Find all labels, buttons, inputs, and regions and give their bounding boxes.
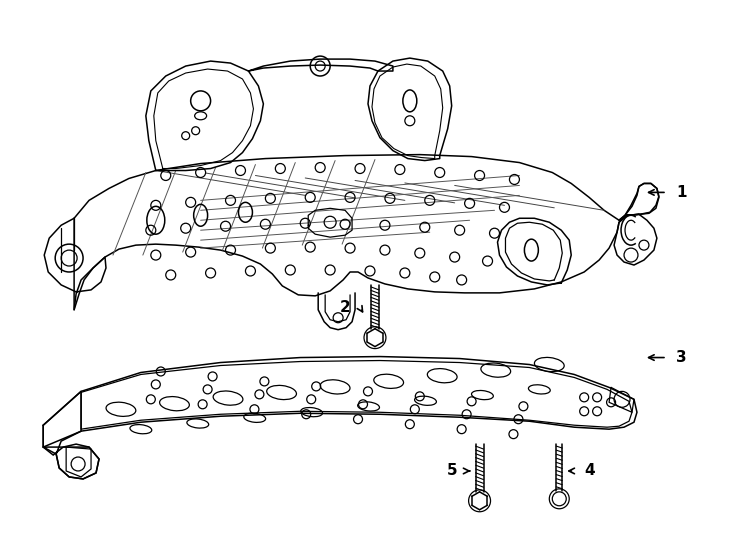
Text: 4: 4 xyxy=(584,463,595,478)
Text: 2: 2 xyxy=(340,300,350,315)
Text: 3: 3 xyxy=(677,350,687,365)
Text: 1: 1 xyxy=(677,185,687,200)
Text: 5: 5 xyxy=(446,463,457,478)
Polygon shape xyxy=(43,356,637,479)
